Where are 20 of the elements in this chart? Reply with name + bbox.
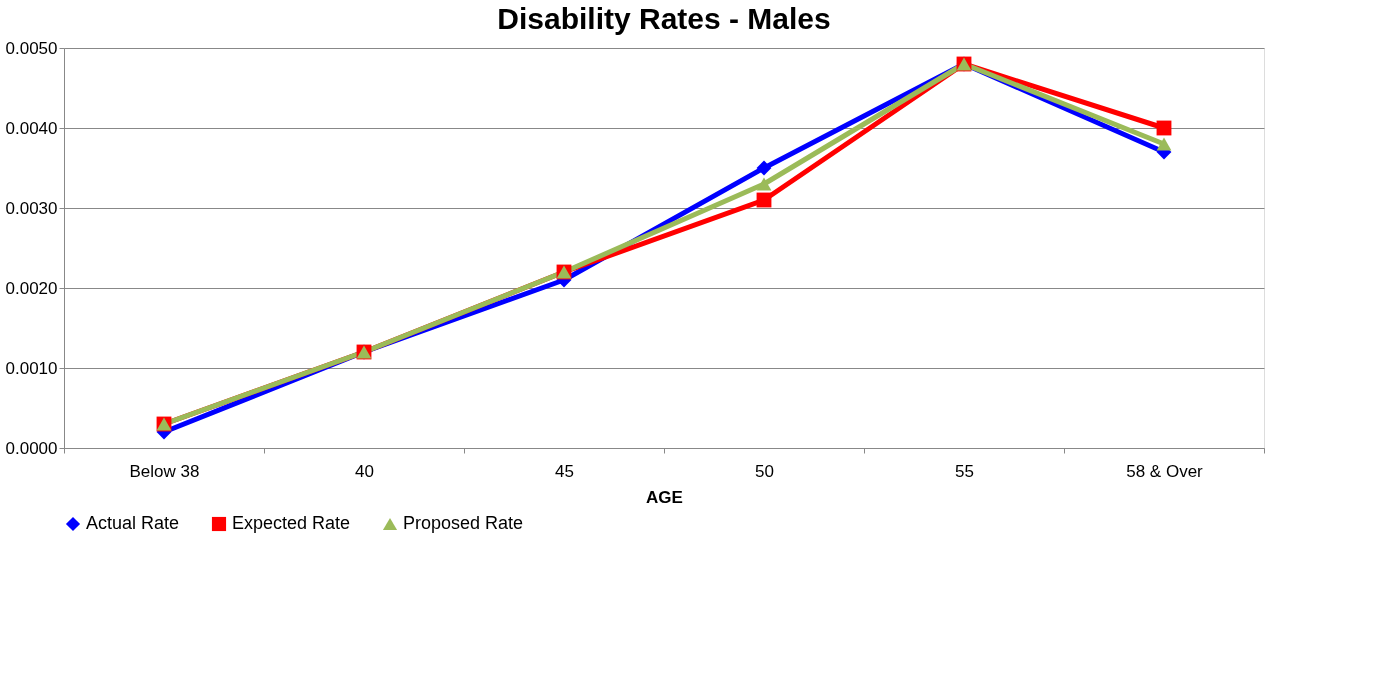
x-tick-label: 50 xyxy=(755,461,774,481)
x-tick-label: 55 xyxy=(955,461,974,481)
point xyxy=(1156,137,1172,151)
x-tick-label: 40 xyxy=(355,461,374,481)
legend-label: Proposed Rate xyxy=(403,513,524,533)
point xyxy=(756,177,772,191)
x-tick-label: Below 38 xyxy=(129,461,200,481)
chart-title: Disability Rates - Males xyxy=(497,2,831,35)
x-tick-label: 45 xyxy=(555,461,574,481)
point xyxy=(756,160,772,176)
y-tick-label: 0.0020 xyxy=(5,278,58,298)
y-tick-label: 0.0050 xyxy=(5,38,58,58)
y-tick-label: 0.0040 xyxy=(5,118,58,138)
x-axis-title: AGE xyxy=(646,487,683,507)
x-tick-label: 58 & Over xyxy=(1126,461,1204,481)
y-tick-label: 0.0010 xyxy=(5,358,58,378)
legend-label: Actual Rate xyxy=(86,513,180,533)
legend-label: Expected Rate xyxy=(232,513,351,533)
y-tick-label: 0.0030 xyxy=(5,198,58,218)
y-tick-label: 0.0000 xyxy=(5,438,58,458)
